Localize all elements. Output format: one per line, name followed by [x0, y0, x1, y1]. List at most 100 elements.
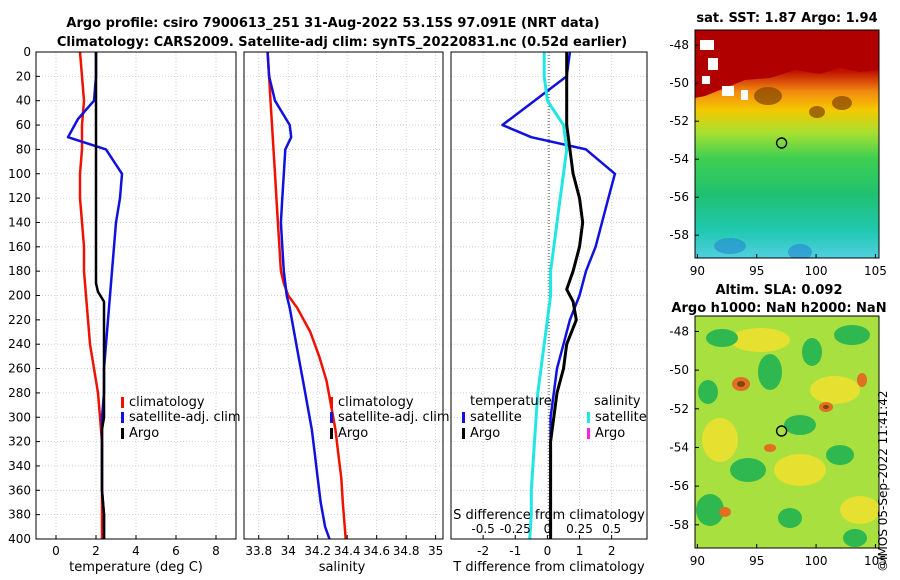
y-tick-label: 100	[8, 167, 31, 181]
y-tick-label: 220	[8, 313, 31, 327]
timestamp-stamp: ©IMOS 05-Sep-2022 11:41:42	[876, 338, 894, 572]
temperature-series	[66, 51, 124, 539]
sla-map-title: Altim. SLA: 0.092	[716, 283, 843, 298]
y-tick-label: 360	[8, 483, 31, 497]
legend-satellite-swatch	[330, 412, 333, 423]
x-tick-label: 35	[428, 544, 443, 558]
legend-satellite-label: satellite-adj. clim	[338, 410, 450, 425]
figure-title-line1: Argo profile: csiro 7900613_251 31-Aug-2…	[66, 16, 599, 31]
lat-tick-label: -48	[669, 38, 689, 52]
lon-tick-label: 90	[690, 554, 705, 568]
legend-climatology-label: climatology	[129, 395, 205, 410]
sst-map-frame	[694, 29, 880, 259]
sla-argo-location-marker	[775, 425, 788, 437]
y-tick-label: 140	[8, 215, 31, 229]
legend-climatology-swatch	[121, 397, 124, 408]
x-tick-label: 34.8	[393, 544, 420, 558]
lat-tick-label: -56	[669, 479, 689, 493]
y-tick-label: 40	[16, 94, 31, 108]
series-argo	[94, 52, 106, 539]
sst-map-title: sat. SST: 1.87 Argo: 1.94	[696, 11, 877, 26]
lat-tick-label: -50	[669, 363, 689, 377]
salinity-x-ticks: 33.8 34 34.2 34.4 34.6 34.8 35	[245, 535, 443, 558]
lat-tick-label: -54	[669, 152, 689, 166]
y-tick-label: 340	[8, 459, 31, 473]
sst-lon-ticks: 90 95 100 105	[690, 254, 887, 278]
difference-legend: temperature satellite Argo salinity sate…	[462, 394, 647, 441]
lon-tick-label: 105	[864, 554, 887, 568]
temperature-x-label: temperature (deg C)	[69, 560, 203, 575]
x-tick-label: 0	[52, 544, 60, 558]
figure-title-line2: Climatology: CARS2009. Satellite-adj cli…	[57, 35, 627, 50]
legend-climatology-label: climatology	[338, 395, 414, 410]
x-tick-label: 6	[172, 544, 180, 558]
legend-climatology-swatch	[330, 397, 333, 408]
lat-tick-label: -54	[669, 440, 689, 454]
y-tick-label: 60	[16, 118, 31, 132]
salinity-difference-top-ticks: -0.5 -0.25 0 0.25 0.5	[471, 522, 621, 536]
difference-panel: -2 -1 0 1 2 -0.5 -0.25 0 0.25 0.5 S difference f…	[450, 51, 648, 575]
legend-s-argo-swatch	[587, 428, 590, 439]
lat-tick-label: -56	[669, 190, 689, 204]
salinity-difference-label: S difference from climatology	[453, 508, 645, 523]
sla-high-patches	[719, 373, 867, 517]
lat-tick-label: -58	[669, 518, 689, 532]
y-tick-label: 300	[8, 410, 31, 424]
sla-yellow-patches	[702, 328, 879, 524]
sst-warm-patches	[695, 30, 879, 98]
lon-tick-label: 90	[690, 264, 705, 278]
x-tick-label: 1	[576, 544, 584, 558]
x-tick-label: 4	[132, 544, 140, 558]
top-tick-label: -0.5	[471, 522, 494, 536]
difference-gridlines	[451, 51, 647, 540]
legend-argo-label: Argo	[338, 426, 368, 441]
difference-axes-frame	[450, 51, 648, 540]
y-tick-label: 200	[8, 289, 31, 303]
temperature-x-ticks: 0 2 4 6 8	[52, 535, 220, 558]
sla-peak-patches	[737, 381, 829, 409]
y-tick-label: 0	[23, 45, 31, 59]
legend-satellite-label: satellite-adj. clim	[129, 410, 241, 425]
x-tick-label: 0	[544, 544, 552, 558]
x-tick-label: -2	[477, 544, 489, 558]
y-tick-label: 80	[16, 142, 31, 156]
x-tick-label: 34	[281, 544, 296, 558]
legend-satellite-swatch	[121, 412, 124, 423]
top-tick-label: 0.25	[566, 522, 593, 536]
lon-tick-label: 95	[749, 264, 764, 278]
sla-map-subtitle: Argo h1000: NaN h2000: NaN	[671, 301, 886, 316]
series-s-satellite	[528, 52, 569, 540]
series-t-argo	[549, 52, 585, 539]
sst-cold-patches	[714, 238, 812, 258]
depth-y-ticks: 0 20 40 60 80 100 120 140 160 180 200 220 240 260 280 3…	[8, 45, 40, 546]
temperature-panel: 0 2 4 6 8 0 20 40 60 80 100 120 140 160 180 200 220 240 2…	[8, 45, 241, 575]
lat-tick-label: -48	[669, 324, 689, 338]
y-tick-label: 160	[8, 240, 31, 254]
top-tick-label: 0.5	[602, 522, 621, 536]
sla-lat-ticks: -48 -50 -52 -54 -56 -58	[669, 324, 699, 532]
legend-s-satellite-label: satellite	[595, 410, 647, 425]
y-tick-label: 380	[8, 508, 31, 522]
temperature-legend: climatology satellite-adj. clim Argo	[121, 395, 241, 441]
lat-tick-label: -58	[669, 228, 689, 242]
lat-tick-label: -52	[669, 114, 689, 128]
sst-eddy-patches	[754, 87, 852, 118]
salinity-series	[266, 51, 347, 540]
sst-missing-data	[700, 40, 748, 100]
sst-map-panel: sat. SST: 1.87 Argo: 1.94	[669, 11, 887, 278]
x-tick-label: 2	[92, 544, 100, 558]
legend-salinity-title: salinity	[594, 394, 641, 409]
x-tick-label: 33.8	[245, 544, 272, 558]
lat-tick-label: -50	[669, 76, 689, 90]
legend-s-argo-label: Argo	[595, 426, 625, 441]
salinity-x-label: salinity	[319, 560, 366, 575]
y-tick-label: 240	[8, 337, 31, 351]
y-tick-label: 280	[8, 386, 31, 400]
salinity-legend: climatology satellite-adj. clim Argo	[330, 395, 450, 441]
series-climatology	[266, 51, 347, 540]
y-tick-label: 120	[8, 191, 31, 205]
x-tick-label: 8	[212, 544, 220, 558]
legend-t-argo-swatch	[462, 428, 465, 439]
legend-argo-label: Argo	[129, 426, 159, 441]
